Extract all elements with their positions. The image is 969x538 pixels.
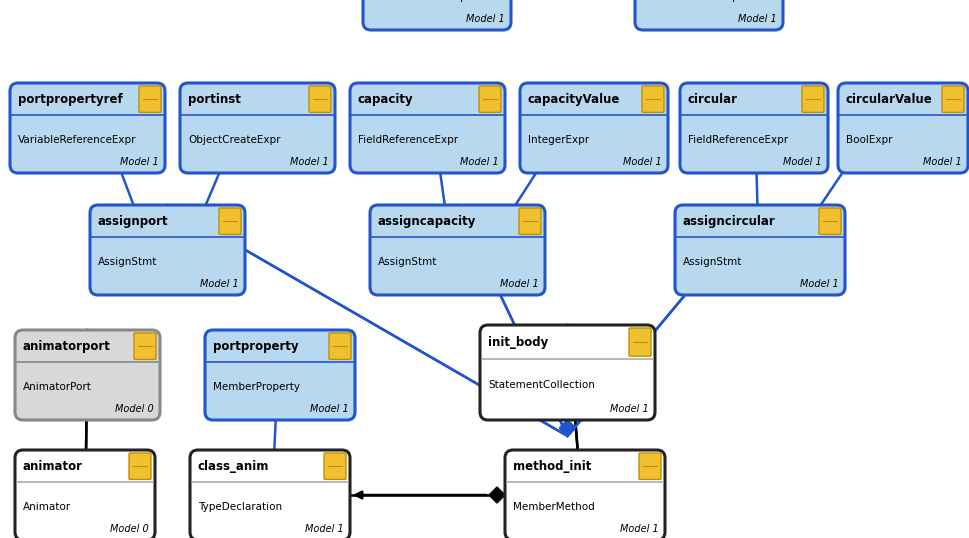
- Text: Model 1: Model 1: [610, 404, 649, 414]
- FancyBboxPatch shape: [134, 333, 156, 359]
- Text: VariableReferenceExpr: VariableReferenceExpr: [18, 134, 137, 145]
- FancyBboxPatch shape: [802, 86, 824, 112]
- Text: Model 1: Model 1: [738, 14, 777, 24]
- FancyBboxPatch shape: [190, 450, 350, 538]
- Text: class_anim: class_anim: [198, 459, 269, 473]
- FancyBboxPatch shape: [642, 86, 664, 112]
- FancyBboxPatch shape: [675, 205, 845, 295]
- Text: BoolExpr: BoolExpr: [846, 134, 892, 145]
- FancyBboxPatch shape: [350, 83, 505, 173]
- Text: portpropertyref: portpropertyref: [18, 93, 123, 105]
- Text: Model 1: Model 1: [620, 524, 659, 534]
- Text: circular: circular: [688, 93, 738, 105]
- Text: circularValue: circularValue: [846, 93, 933, 105]
- Text: StatementCollection: StatementCollection: [488, 380, 595, 390]
- Text: IntegerExpr: IntegerExpr: [528, 134, 589, 145]
- FancyBboxPatch shape: [219, 208, 241, 235]
- Text: assignport: assignport: [98, 215, 169, 228]
- Polygon shape: [559, 420, 576, 436]
- Text: animatorport: animatorport: [23, 339, 110, 353]
- Text: Model 1: Model 1: [466, 14, 505, 24]
- FancyBboxPatch shape: [635, 0, 783, 30]
- Text: MemberMethod: MemberMethod: [513, 501, 595, 512]
- FancyBboxPatch shape: [479, 86, 501, 112]
- Text: Model 1: Model 1: [623, 157, 662, 167]
- Text: Model 1: Model 1: [800, 279, 839, 289]
- Text: Model 0: Model 0: [115, 404, 154, 414]
- Text: assigncapacity: assigncapacity: [378, 215, 477, 228]
- Text: Model 1: Model 1: [305, 524, 344, 534]
- FancyBboxPatch shape: [139, 86, 161, 112]
- FancyBboxPatch shape: [363, 0, 511, 30]
- FancyBboxPatch shape: [329, 333, 351, 359]
- Text: Model 1: Model 1: [310, 404, 349, 414]
- Text: TypeDeclaration: TypeDeclaration: [198, 501, 282, 512]
- Text: AssignStmt: AssignStmt: [683, 257, 742, 267]
- Text: capacity: capacity: [358, 93, 414, 105]
- Text: Model 1: Model 1: [783, 157, 822, 167]
- Text: FieldReferenceExpr: FieldReferenceExpr: [358, 134, 458, 145]
- Text: capacityValue: capacityValue: [528, 93, 620, 105]
- Text: Model 1: Model 1: [120, 157, 159, 167]
- Text: animator: animator: [23, 459, 83, 473]
- FancyBboxPatch shape: [680, 83, 828, 173]
- Polygon shape: [489, 487, 505, 503]
- Text: Model 1: Model 1: [201, 279, 239, 289]
- Text: Model 1: Model 1: [291, 157, 329, 167]
- FancyBboxPatch shape: [639, 453, 661, 479]
- Text: Model 1: Model 1: [923, 157, 962, 167]
- FancyBboxPatch shape: [819, 208, 841, 235]
- Polygon shape: [559, 420, 576, 436]
- FancyBboxPatch shape: [370, 205, 545, 295]
- FancyBboxPatch shape: [505, 450, 665, 538]
- Text: init_body: init_body: [488, 336, 548, 349]
- Text: method_init: method_init: [513, 459, 591, 473]
- FancyBboxPatch shape: [10, 83, 165, 173]
- FancyBboxPatch shape: [15, 450, 155, 538]
- FancyBboxPatch shape: [205, 330, 355, 420]
- FancyBboxPatch shape: [629, 328, 651, 356]
- FancyBboxPatch shape: [90, 205, 245, 295]
- FancyBboxPatch shape: [324, 453, 346, 479]
- Polygon shape: [559, 420, 576, 436]
- FancyBboxPatch shape: [519, 208, 541, 235]
- Text: FieldReferenceExpr: FieldReferenceExpr: [688, 134, 788, 145]
- Text: AssignStmt: AssignStmt: [378, 257, 437, 267]
- FancyBboxPatch shape: [838, 83, 968, 173]
- Polygon shape: [78, 524, 93, 538]
- Text: portproperty: portproperty: [213, 339, 298, 353]
- FancyBboxPatch shape: [520, 83, 668, 173]
- Text: Animator: Animator: [23, 501, 71, 512]
- Text: MemberProperty: MemberProperty: [213, 381, 300, 392]
- Polygon shape: [577, 524, 592, 538]
- FancyBboxPatch shape: [129, 453, 151, 479]
- FancyBboxPatch shape: [15, 330, 160, 420]
- FancyBboxPatch shape: [309, 86, 331, 112]
- Text: portinst: portinst: [188, 93, 241, 105]
- Text: AnimatorPort: AnimatorPort: [23, 381, 92, 392]
- FancyBboxPatch shape: [942, 86, 964, 112]
- Text: Model 0: Model 0: [110, 524, 149, 534]
- FancyBboxPatch shape: [480, 325, 655, 420]
- Text: FieldReferenceExpr: FieldReferenceExpr: [643, 0, 743, 2]
- Text: Model 1: Model 1: [460, 157, 499, 167]
- Text: FieldReferenceExpr: FieldReferenceExpr: [371, 0, 471, 2]
- Text: ObjectCreateExpr: ObjectCreateExpr: [188, 134, 280, 145]
- Text: Model 1: Model 1: [500, 279, 539, 289]
- Text: AssignStmt: AssignStmt: [98, 257, 157, 267]
- FancyBboxPatch shape: [180, 83, 335, 173]
- Text: assigncircular: assigncircular: [683, 215, 776, 228]
